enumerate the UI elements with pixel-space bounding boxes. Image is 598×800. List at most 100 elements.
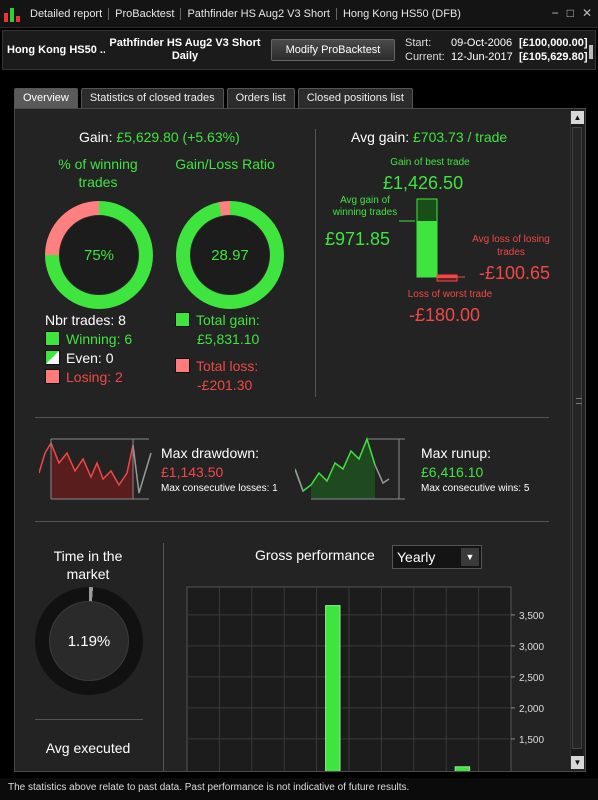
winning-legend-swatch <box>45 331 60 346</box>
start-capital: [£100,000.00] <box>519 37 588 49</box>
section-divider-1 <box>35 417 549 418</box>
losing-count-row: Losing: 2 <box>45 368 132 387</box>
chart-ytick-label: 2,500 <box>519 673 544 684</box>
chart-ytick-label: 3,500 <box>519 611 544 622</box>
max-runup-label: Max runup: <box>421 445 492 461</box>
scroll-grip-icon <box>576 398 582 404</box>
total-loss-value: -£201.30 <box>197 377 253 393</box>
scroll-thumb[interactable] <box>572 127 582 749</box>
even-count-row: Even: 0 <box>45 349 132 368</box>
total-gain-swatch <box>175 312 190 327</box>
breadcrumb-instrument: Hong Kong HS50 (DFB) <box>342 7 461 20</box>
avg-loss-value: -£100.65 <box>479 263 551 283</box>
panel-scrollbar[interactable]: ▲ ▼ <box>570 111 584 769</box>
window-titlebar: Detailed report ProBacktest Pathfinder H… <box>0 0 598 28</box>
candlestick-app-icon <box>4 6 20 22</box>
period-select[interactable]: Yearly ▼ <box>392 545 482 569</box>
runup-head-line <box>295 468 304 492</box>
minimize-icon[interactable]: − <box>551 6 559 20</box>
report-tabs: Overview Statistics of closed trades Ord… <box>14 88 413 108</box>
report-header: Hong Kong HS50 ... Pathfinder HS Aug2 V3… <box>2 30 596 70</box>
gain-summary: Gain: £5,629.80 (+5.63%) <box>79 129 240 145</box>
vertical-divider-2 <box>163 543 164 771</box>
winning-trades-title: % of winning trades <box>58 156 138 190</box>
drawdown-sparkline <box>39 438 152 500</box>
trade-counts: Nbr trades: 8 Winning: 6 Even: 0 Losing:… <box>45 311 132 387</box>
chart-bar <box>325 605 341 771</box>
instrument-name: Hong Kong HS50 ... <box>7 44 105 56</box>
disclaimer-footer: The statistics above relate to past data… <box>0 778 598 800</box>
chevron-down-icon[interactable]: ▼ <box>461 548 479 566</box>
current-capital: [£105,629.80] <box>519 51 588 63</box>
chart-ytick-label: 3,000 <box>519 642 544 653</box>
section-divider-3 <box>35 719 143 720</box>
total-loss-swatch <box>175 358 190 373</box>
avg-loss-bar <box>437 275 457 278</box>
time-in-market-donut: 1.19% <box>35 587 143 695</box>
avg-win-bar <box>417 221 437 277</box>
start-date: 09-Oct-2006 <box>451 37 513 49</box>
total-gain-row: Total gain: <box>175 311 260 330</box>
max-consecutive-wins: Max consecutive wins: 5 <box>421 483 530 494</box>
time-in-market-value: 1.19% <box>49 601 129 681</box>
start-label: Start: <box>405 37 432 49</box>
max-runup-value: £6,416.10 <box>421 464 484 480</box>
period-select-value: Yearly <box>397 549 436 565</box>
scroll-down-icon[interactable]: ▼ <box>571 756 584 769</box>
section-divider-2 <box>35 521 549 522</box>
window-controls: − □ ✕ <box>552 6 592 20</box>
winning-pct-value: 75% <box>59 215 139 295</box>
tab-orders-list[interactable]: Orders list <box>226 88 295 108</box>
max-drawdown-label: Max drawdown: <box>161 445 260 461</box>
system-name: Pathfinder HS Aug2 V3 Short Daily <box>105 37 265 63</box>
losing-legend-swatch <box>45 369 60 384</box>
tab-statistics-closed-trades[interactable]: Statistics of closed trades <box>80 88 224 108</box>
scroll-up-icon[interactable]: ▲ <box>571 111 584 124</box>
chart-ytick-label: 2,000 <box>519 704 544 715</box>
backtest-dates: Start: 09-Oct-2006 [£100,000.00] Current… <box>405 37 588 63</box>
vertical-divider <box>315 129 316 397</box>
total-loss-row: Total loss: <box>175 357 260 376</box>
gain-value: £5,629.80 (+5.63%) <box>116 129 240 145</box>
maximize-icon[interactable]: □ <box>566 6 574 20</box>
current-date: 12-Jun-2017 <box>451 51 513 63</box>
tab-overview[interactable]: Overview <box>14 88 78 108</box>
max-drawdown-value: £1,143.50 <box>161 464 224 480</box>
avg-loss-label: Avg loss of losing trades <box>472 234 550 258</box>
runup-sparkline <box>295 436 405 500</box>
gross-performance-chart: 1,500 2,000 2,500 3,000 3,500 <box>186 586 544 771</box>
total-gain-label: Total gain: <box>196 312 260 328</box>
runup-line <box>295 436 376 493</box>
system-timeframe: Daily <box>171 50 199 62</box>
nbr-trades: Nbr trades: 8 <box>45 312 126 328</box>
gross-performance-label: Gross performance <box>255 547 375 563</box>
total-gain-value: £5,831.10 <box>197 331 260 347</box>
breadcrumb-detailed-report: Detailed report <box>24 7 110 20</box>
worst-trade-label: Loss of worst trade <box>407 289 493 300</box>
gain-label: Gain: <box>79 129 113 145</box>
tab-closed-positions-list[interactable]: Closed positions list <box>297 88 413 108</box>
close-icon[interactable]: ✕ <box>581 6 592 20</box>
current-label: Current: <box>405 51 445 63</box>
time-in-market-label: Time in the market <box>53 548 123 582</box>
total-gain-loss: Total gain: £5,831.10 Total loss: -£201.… <box>175 311 260 395</box>
avg-executed-label: Avg executed <box>45 740 131 756</box>
drawdown-line <box>39 441 134 487</box>
runup-tail-line <box>374 464 390 485</box>
even-count: Even: 0 <box>66 350 114 366</box>
worst-trade-value: -£180.00 <box>409 305 481 325</box>
avg-win-value: £971.85 <box>325 229 391 249</box>
modify-probacktest-button[interactable]: Modify ProBacktest <box>271 39 395 61</box>
avg-gain-summary: Avg gain: £703.73 / trade <box>351 129 507 145</box>
gain-loss-ratio-title: Gain/Loss Ratio <box>175 156 275 172</box>
gain-loss-bars <box>399 198 465 282</box>
winning-count: Winning: 6 <box>66 331 133 347</box>
breadcrumb-probacktest: ProBacktest <box>109 7 182 20</box>
avg-gain-value: £703.73 / trade <box>413 129 508 145</box>
header-scroll-indicator <box>589 45 593 59</box>
total-loss-label: Total loss: <box>196 358 259 374</box>
max-consecutive-losses: Max consecutive losses: 1 <box>161 483 278 494</box>
chart-ytick-label: 1,500 <box>519 735 544 746</box>
chart-bar <box>454 766 471 771</box>
gain-loss-donut: 28.97 <box>176 201 284 309</box>
